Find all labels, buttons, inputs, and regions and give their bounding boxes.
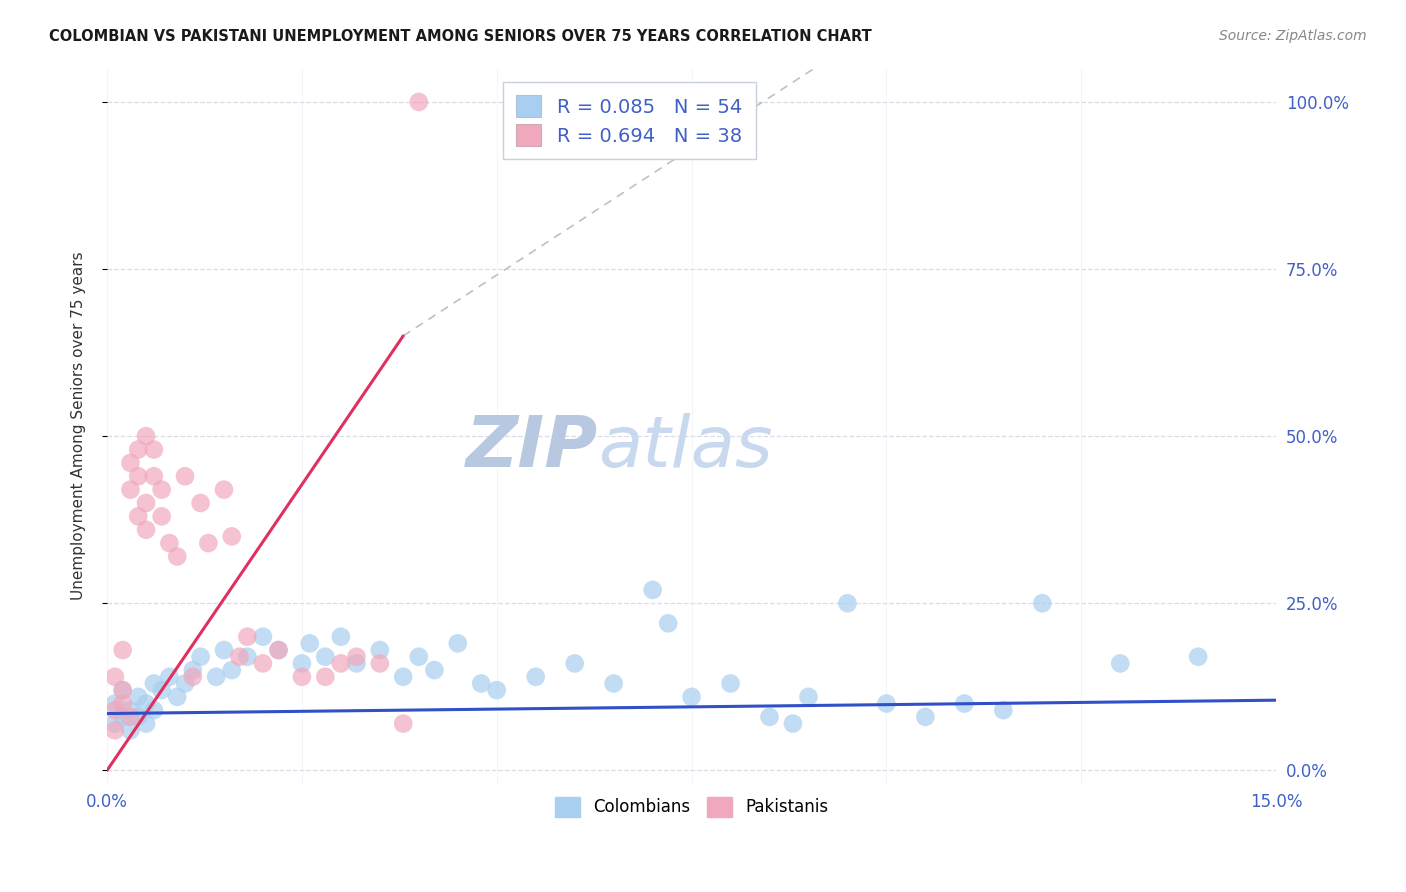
Point [681, 690, 703, 704]
Point [252, 657, 274, 671]
Point [104, 703, 127, 717]
Point [346, 649, 368, 664]
Point [135, 716, 157, 731]
Point [1031, 596, 1053, 610]
Point [150, 509, 173, 524]
Point [135, 697, 157, 711]
Point [408, 649, 430, 664]
Point [127, 442, 149, 457]
Point [181, 670, 204, 684]
Point [104, 697, 127, 711]
Point [329, 630, 352, 644]
Point [150, 483, 173, 497]
Legend: Colombians, Pakistanis: Colombians, Pakistanis [547, 789, 837, 825]
Point [120, 456, 142, 470]
Point [267, 643, 290, 657]
Point [602, 676, 624, 690]
Point [135, 496, 157, 510]
Point [221, 663, 243, 677]
Point [174, 469, 197, 483]
Point [564, 657, 586, 671]
Y-axis label: Unemployment Among Seniors over 75 years: Unemployment Among Seniors over 75 years [72, 252, 86, 600]
Point [127, 710, 149, 724]
Point [267, 643, 290, 657]
Point [104, 723, 127, 738]
Point [111, 683, 134, 698]
Point [291, 657, 314, 671]
Point [837, 596, 859, 610]
Point [423, 663, 446, 677]
Point [111, 697, 134, 711]
Point [135, 523, 157, 537]
Text: ZIP: ZIP [465, 413, 598, 482]
Point [120, 710, 142, 724]
Point [197, 536, 219, 550]
Point [135, 429, 157, 443]
Point [953, 697, 976, 711]
Point [120, 703, 142, 717]
Point [392, 716, 415, 731]
Point [657, 616, 679, 631]
Point [914, 710, 936, 724]
Point [1109, 657, 1132, 671]
Point [368, 643, 391, 657]
Point [127, 469, 149, 483]
Point [166, 690, 188, 704]
Point [236, 630, 259, 644]
Point [524, 670, 547, 684]
Point [190, 649, 212, 664]
Point [875, 697, 897, 711]
Point [314, 670, 336, 684]
Point [150, 683, 173, 698]
Point [228, 649, 250, 664]
Point [314, 649, 336, 664]
Point [329, 657, 352, 671]
Point [298, 636, 321, 650]
Point [142, 469, 165, 483]
Point [485, 683, 508, 698]
Point [111, 643, 134, 657]
Point [127, 509, 149, 524]
Point [212, 483, 235, 497]
Point [142, 442, 165, 457]
Point [174, 676, 197, 690]
Point [236, 649, 259, 664]
Point [392, 670, 415, 684]
Point [993, 703, 1015, 717]
Point [157, 670, 180, 684]
Point [291, 670, 314, 684]
Point [205, 670, 228, 684]
Point [111, 710, 134, 724]
Point [1187, 649, 1209, 664]
Point [221, 529, 243, 543]
Point [252, 630, 274, 644]
Point [142, 703, 165, 717]
Point [447, 636, 470, 650]
Point [470, 676, 492, 690]
Text: COLOMBIAN VS PAKISTANI UNEMPLOYMENT AMONG SENIORS OVER 75 YEARS CORRELATION CHAR: COLOMBIAN VS PAKISTANI UNEMPLOYMENT AMON… [49, 29, 872, 44]
Point [368, 657, 391, 671]
Point [346, 657, 368, 671]
Point [104, 716, 127, 731]
Point [797, 690, 820, 704]
Point [408, 95, 430, 109]
Point [157, 536, 180, 550]
Point [212, 643, 235, 657]
Point [641, 582, 664, 597]
Text: atlas: atlas [598, 413, 773, 482]
Point [758, 710, 780, 724]
Point [782, 716, 804, 731]
Point [181, 663, 204, 677]
Point [190, 496, 212, 510]
Point [104, 670, 127, 684]
Point [127, 690, 149, 704]
Text: Source: ZipAtlas.com: Source: ZipAtlas.com [1219, 29, 1367, 43]
Point [111, 683, 134, 698]
Point [142, 676, 165, 690]
Point [166, 549, 188, 564]
Point [120, 723, 142, 738]
Point [120, 483, 142, 497]
Point [720, 676, 742, 690]
